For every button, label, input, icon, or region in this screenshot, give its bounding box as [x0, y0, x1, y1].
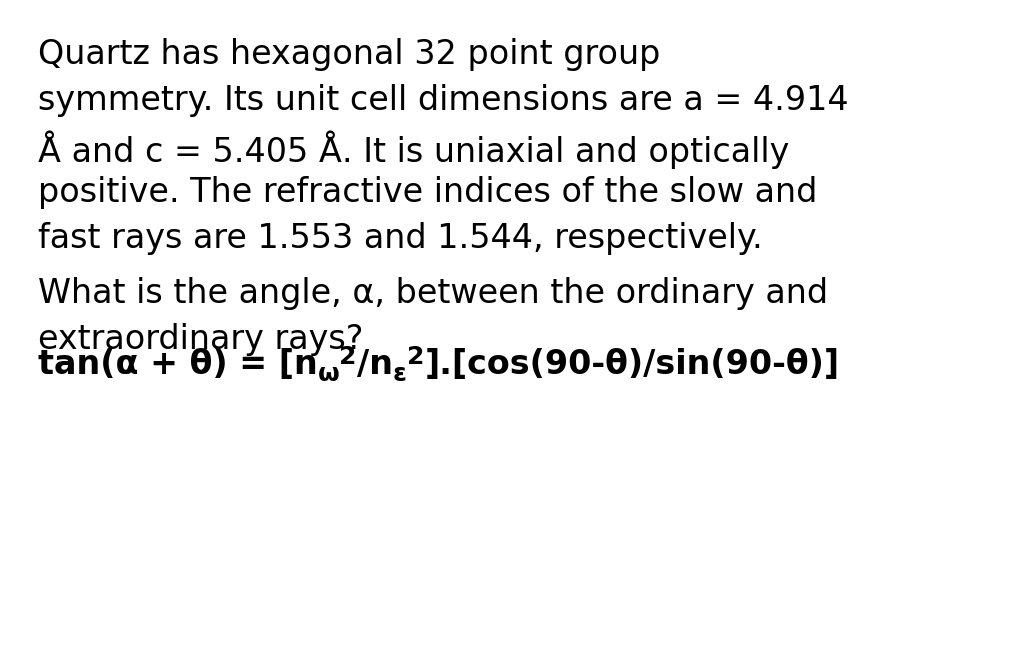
Text: /n: /n: [357, 348, 393, 381]
Text: ε: ε: [393, 362, 407, 386]
Text: Å and c = 5.405 Å. It is uniaxial and optically: Å and c = 5.405 Å. It is uniaxial and op…: [38, 130, 790, 169]
Text: symmetry. Its unit cell dimensions are a = 4.914: symmetry. Its unit cell dimensions are a…: [38, 84, 849, 117]
Text: extraordinary rays?: extraordinary rays?: [38, 323, 363, 356]
Text: fast rays are 1.553 and 1.544, respectively.: fast rays are 1.553 and 1.544, respectiv…: [38, 222, 763, 255]
Text: ω: ω: [318, 362, 340, 386]
Text: tan(α + θ) = [n: tan(α + θ) = [n: [38, 348, 318, 381]
Text: 2: 2: [407, 345, 425, 369]
Text: What is the angle, α, between the ordinary and: What is the angle, α, between the ordina…: [38, 277, 829, 310]
Text: Quartz has hexagonal 32 point group: Quartz has hexagonal 32 point group: [38, 38, 661, 71]
Text: positive. The refractive indices of the slow and: positive. The refractive indices of the …: [38, 176, 817, 209]
Text: 2: 2: [340, 345, 357, 369]
Text: ].[cos(90-θ)/sin(90-θ)]: ].[cos(90-θ)/sin(90-θ)]: [425, 348, 840, 381]
